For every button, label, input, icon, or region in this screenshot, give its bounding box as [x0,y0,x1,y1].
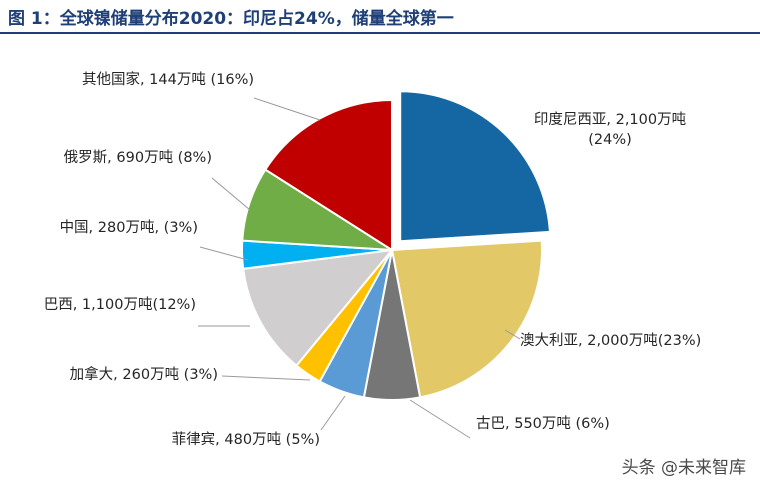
leader-line-3 [320,395,346,431]
slice-label-3-line-0: 菲律宾, 480万吨 (5%) [172,431,320,448]
leader-line-1 [504,329,521,340]
slice-label-7-line-0: 俄罗斯, 690万吨 (8%) [64,149,212,166]
pie-slice-1 [390,239,543,399]
pie-slice-5 [242,248,395,367]
slice-label-6-line-0: 中国, 280万吨, (3%) [60,219,198,236]
leader-line-7 [211,177,251,211]
title-bar: 图 1：全球镍储量分布2020：印尼占24%，储量全球第一 [0,0,760,34]
slice-label-0-line-1: (24%) [588,132,632,148]
leader-line-2 [409,399,471,439]
slice-label-1-line-0: 澳大利亚, 2,000万吨(23%) [520,332,701,349]
pie-slice-8 [263,98,393,252]
slice-label-4-line-0: 加拿大, 260万吨 (3%) [70,365,218,383]
slice-label-5-line-0: 巴西, 1,100万吨(12%) [44,296,196,313]
chart-title: 图 1：全球镍储量分布2020：印尼占24%，储量全球第一 [8,9,454,29]
slice-label-2-line-0: 古巴, 550万吨 (6%) [476,415,610,432]
slice-label-8-line-0: 其他国家, 144万吨 (16%) [82,71,254,88]
leader-line-8 [253,97,321,121]
slice-label-0-line-0: 印度尼西亚, 2,100万吨 [534,111,686,128]
leader-line-6 [199,246,249,261]
watermark: 头条 @未来智库 [621,458,746,478]
leader-line-4 [221,375,311,381]
pie-slice-0 [399,90,551,243]
